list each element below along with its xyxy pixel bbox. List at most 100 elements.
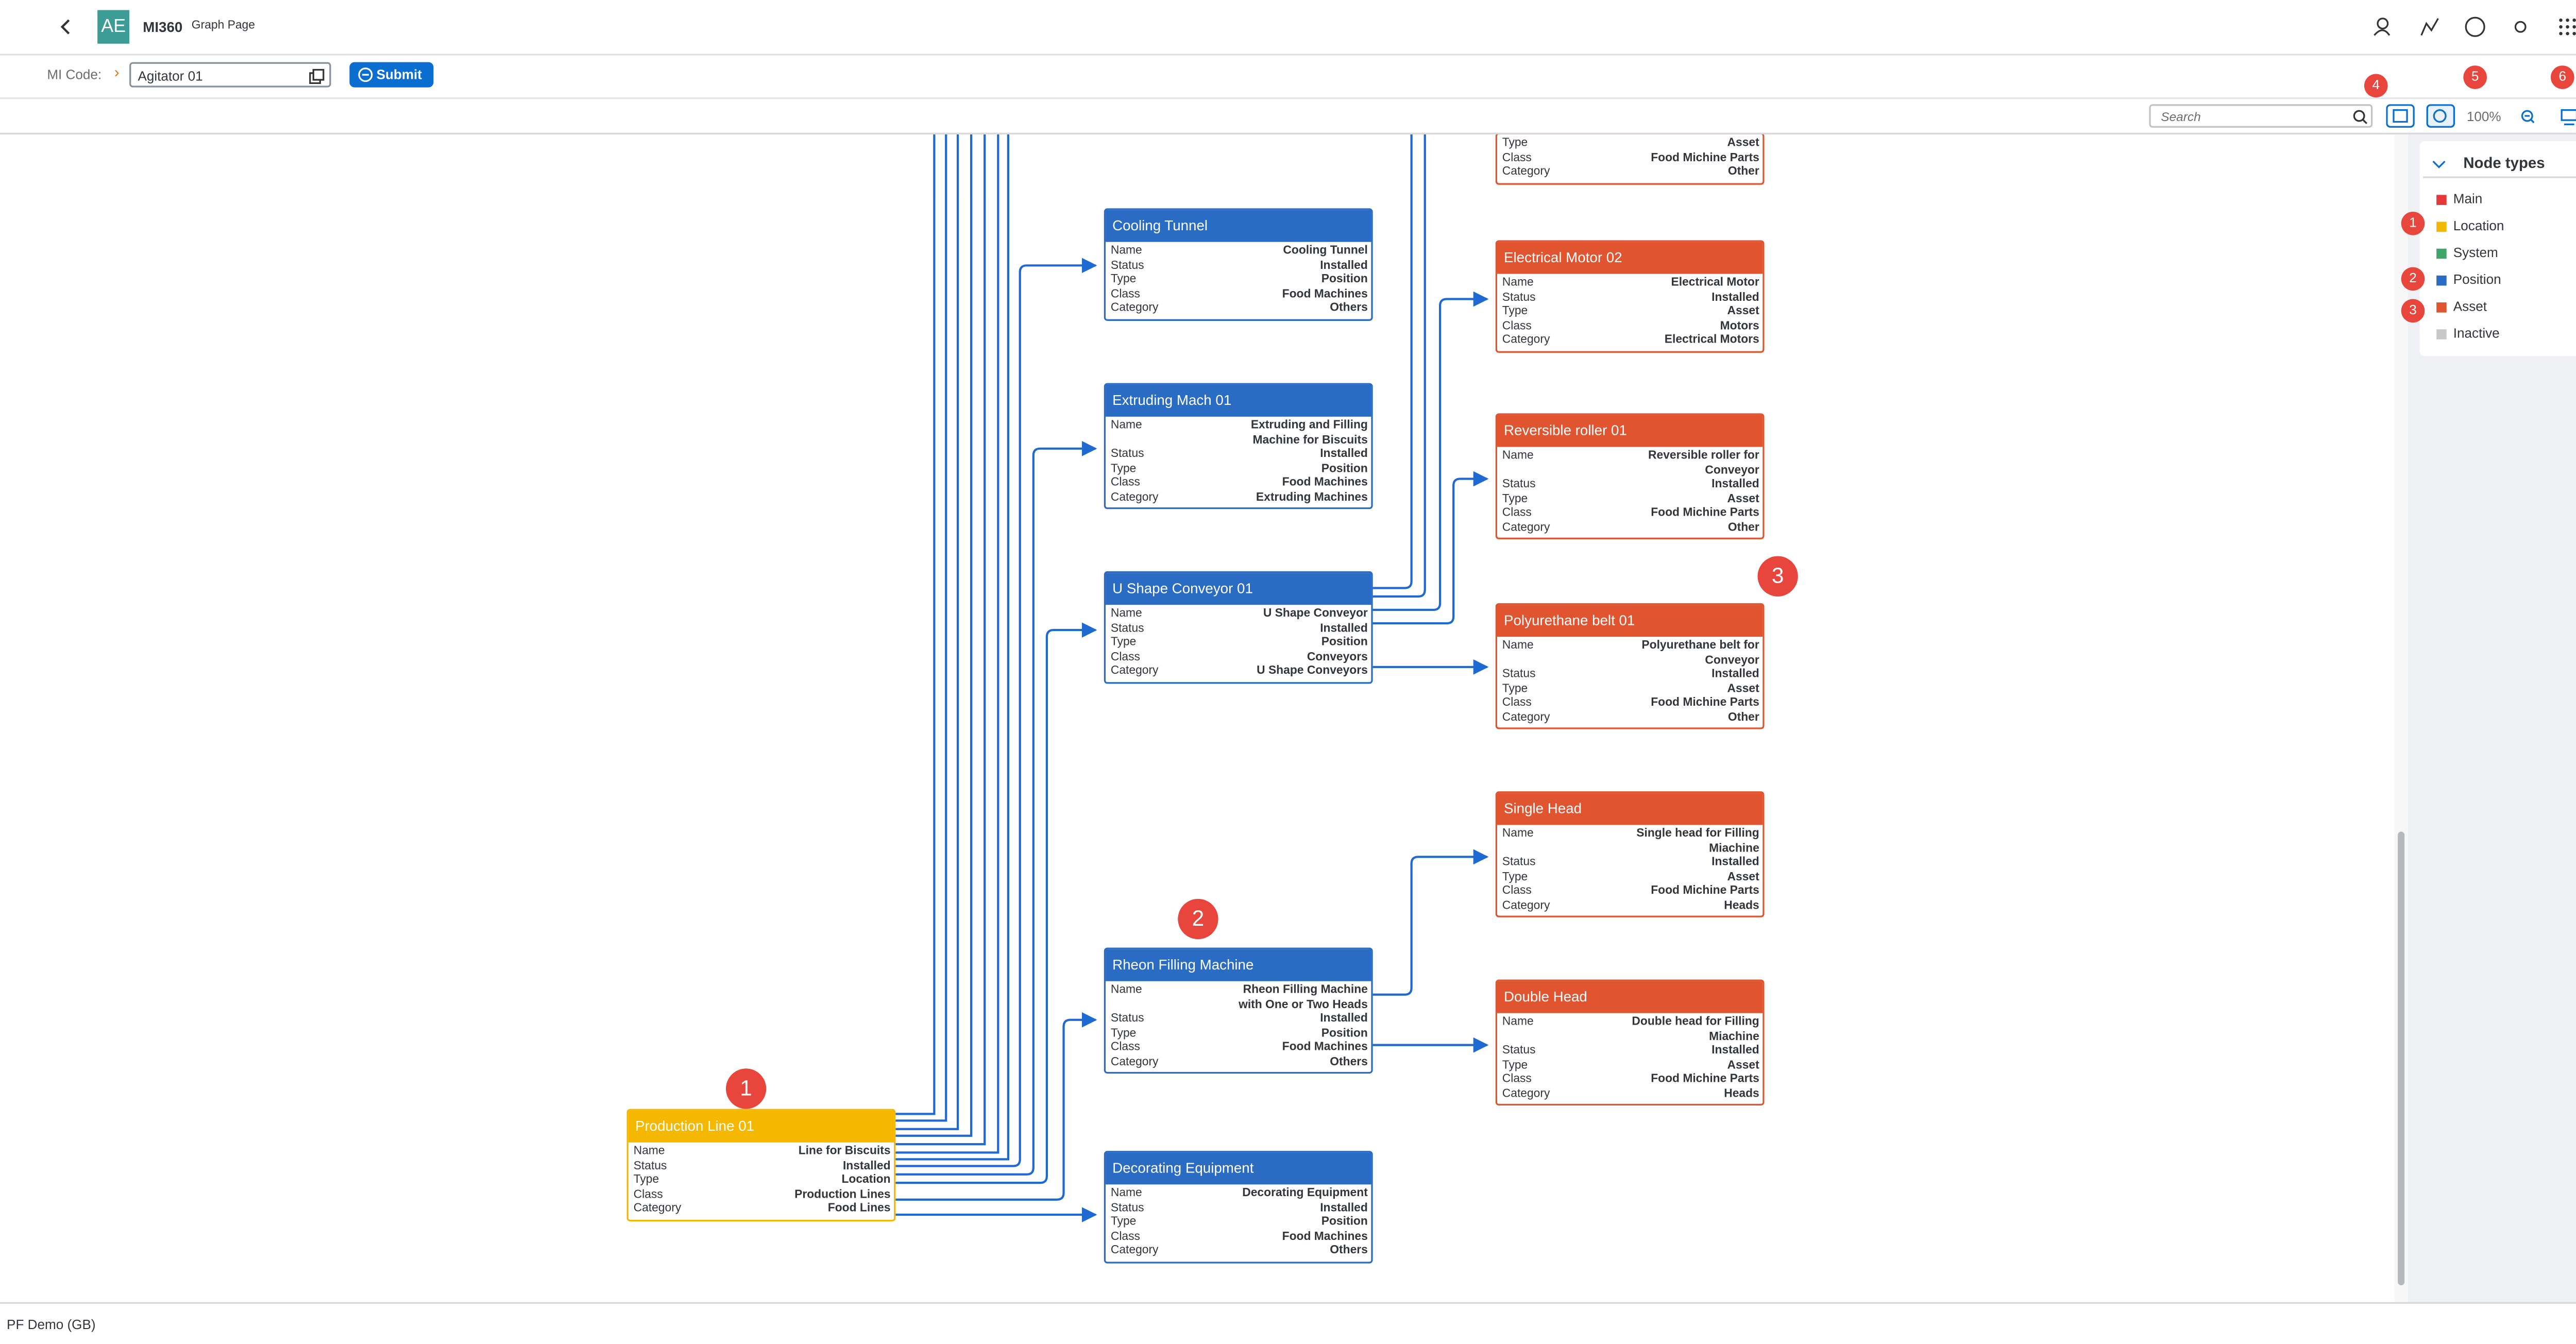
field-value: Food Lines — [827, 1203, 891, 1215]
field-value: Others — [1330, 1056, 1368, 1068]
field-label: Status — [1110, 448, 1144, 461]
legend-label: Inactive — [2453, 326, 2500, 342]
edge — [895, 622, 1097, 1184]
legend: Node types Main Location System Position Ass… — [2419, 141, 2576, 356]
legend-swatch — [2436, 222, 2447, 232]
field-label: Name — [1110, 1187, 1142, 1200]
copy-icon[interactable] — [309, 69, 325, 84]
field-label: Category — [1502, 521, 1550, 534]
node[interactable]: Cooling Tunnel Name Cooling Tunnel Status In… — [1104, 208, 1373, 320]
field-label: Name — [633, 1146, 665, 1158]
search-placeholder: Search — [2161, 109, 2201, 125]
field-value: Heads — [1724, 1087, 1759, 1100]
field-label: Class — [1502, 697, 1532, 709]
callout-badge: 3 — [2401, 299, 2425, 323]
field-value: Double head for Filling Miachine — [1632, 1016, 1759, 1043]
node[interactable]: Single Head Name Single head for Filling M… — [1495, 791, 1765, 917]
field-value: Extruding and Filling Machine for Biscui… — [1250, 420, 1368, 446]
field-value: Rheon Filling Machine with One or Two He… — [1239, 984, 1368, 1011]
node-row: Name Extruding and Filling Machine for Bi… — [1111, 420, 1368, 448]
field-value: Installed — [1320, 1202, 1368, 1214]
field-value: U Shape Conveyors — [1257, 665, 1368, 677]
edge — [1372, 291, 1489, 611]
node-row: Name Reversible roller for Conveyor — [1502, 450, 1759, 479]
node-body: Name Reversible roller for Conveyor Status… — [1497, 447, 1762, 538]
node[interactable]: Extruding Mach 01 Name Extruding and Filli… — [1104, 383, 1373, 509]
field-value: Installed — [1711, 669, 1759, 680]
field-label: Name — [1502, 450, 1534, 462]
node-row: Status Installed — [1502, 669, 1759, 683]
field-value: Line for Biscuits — [798, 1146, 891, 1158]
node-row: Status Installed — [1502, 292, 1759, 306]
field-value: Production Lines — [794, 1188, 891, 1201]
node[interactable]: Polyurethane belt 01 Name Polyurethane bel… — [1495, 603, 1765, 729]
field-value: Installed — [842, 1160, 891, 1172]
submit-label: Submit — [376, 67, 422, 82]
field-label: Status — [1502, 857, 1536, 869]
edge — [895, 134, 947, 1122]
node[interactable]: Production Line 01 Name Line for Biscuits S… — [626, 1109, 896, 1221]
node[interactable]: Type Asset Class Food Michine Parts Category… — [1495, 134, 1765, 184]
field-value: Food Machines — [1282, 288, 1368, 300]
legend-swatch — [2436, 195, 2447, 205]
graph-tools[interactable] — [2386, 104, 2576, 129]
mi-code-input[interactable]: Agitator 01 — [129, 62, 331, 88]
node[interactable]: U Shape Conveyor 01 Name U Shape Conveyor S… — [1104, 571, 1373, 683]
node-row: Category Other — [1502, 166, 1759, 181]
field-label: Type — [1110, 1216, 1137, 1229]
field-value: Single head for Filling Miachine — [1636, 828, 1759, 855]
node-row: Category Others — [1111, 1056, 1368, 1070]
node[interactable]: Decorating Equipment Name Decorating Equip… — [1104, 1151, 1373, 1263]
field-label: Name — [1502, 1016, 1534, 1029]
field-label: Type — [1502, 871, 1528, 883]
node-body: Name Cooling Tunnel Status Installed Type Pos… — [1106, 242, 1371, 318]
node-body: Name Polyurethane belt for Conveyor Status… — [1497, 637, 1762, 727]
node-row: Type Asset — [1502, 306, 1759, 320]
search-field[interactable]: Search — [2149, 104, 2373, 128]
field-value: Position — [1321, 274, 1368, 286]
field-value: Food Michine Parts — [1651, 885, 1759, 897]
field-value: Electrical Motors — [1664, 334, 1759, 346]
submit-button[interactable]: Submit — [349, 62, 434, 88]
field-label: Status — [1110, 1202, 1144, 1214]
node-body: Type Asset Class Food Michine Parts Category… — [1497, 134, 1762, 182]
node[interactable]: Rheon Filling Machine Name Rheon Filling M… — [1104, 947, 1373, 1074]
back-button[interactable] — [56, 17, 76, 37]
node-row: Name Single head for Filling Miachine — [1502, 828, 1759, 857]
field-value: Other — [1727, 711, 1759, 724]
field-label: Type — [1502, 1059, 1528, 1071]
collapse-icon[interactable] — [2431, 156, 2446, 171]
node-body: Name U Shape Conveyor Status Installed Type P… — [1106, 605, 1371, 681]
search-icon[interactable] — [2352, 109, 2367, 124]
node-body: Name Extruding and Filling Machine for Bi… — [1106, 417, 1371, 507]
node-row: Status Installed — [1111, 260, 1368, 274]
node[interactable]: Reversible roller 01 Name Reversible rolle… — [1495, 413, 1765, 539]
callout-badge: 3 — [1757, 556, 1798, 597]
callout-badge: 2 — [1178, 898, 1218, 940]
node-row: Status Installed — [1502, 479, 1759, 494]
field-label: Class — [1502, 885, 1532, 897]
legend-label: Position — [2453, 272, 2501, 287]
field-label: Name — [1110, 984, 1142, 997]
field-value: Polyurethane belt for Conveyor — [1641, 640, 1759, 667]
node[interactable]: Double Head Name Double head for Filling M… — [1495, 979, 1765, 1106]
field-label: Category — [1110, 665, 1159, 677]
node-row: Class Production Lines — [634, 1188, 891, 1203]
node-row: Status Installed — [1111, 449, 1368, 463]
field-label: Class — [1502, 1074, 1532, 1085]
edge — [895, 134, 986, 1146]
edges — [895, 134, 1489, 1222]
field-label: Type — [1110, 274, 1137, 286]
node-title: Reversible roller 01 — [1497, 415, 1763, 447]
app-name: MI360 — [143, 18, 183, 36]
field-label: Class — [1502, 507, 1532, 519]
scrollbar[interactable] — [2394, 134, 2408, 1302]
scroll-thumb[interactable] — [2398, 831, 2405, 1286]
field-value: Reversible roller for Conveyor — [1648, 450, 1759, 477]
field-label: Category — [1110, 1245, 1159, 1257]
node[interactable]: Electrical Motor 02 Name Electrical Motor S… — [1495, 240, 1765, 352]
field-label: Type — [1110, 637, 1137, 649]
shell-icons[interactable] — [2369, 13, 2576, 40]
field-label: Category — [1502, 334, 1550, 346]
